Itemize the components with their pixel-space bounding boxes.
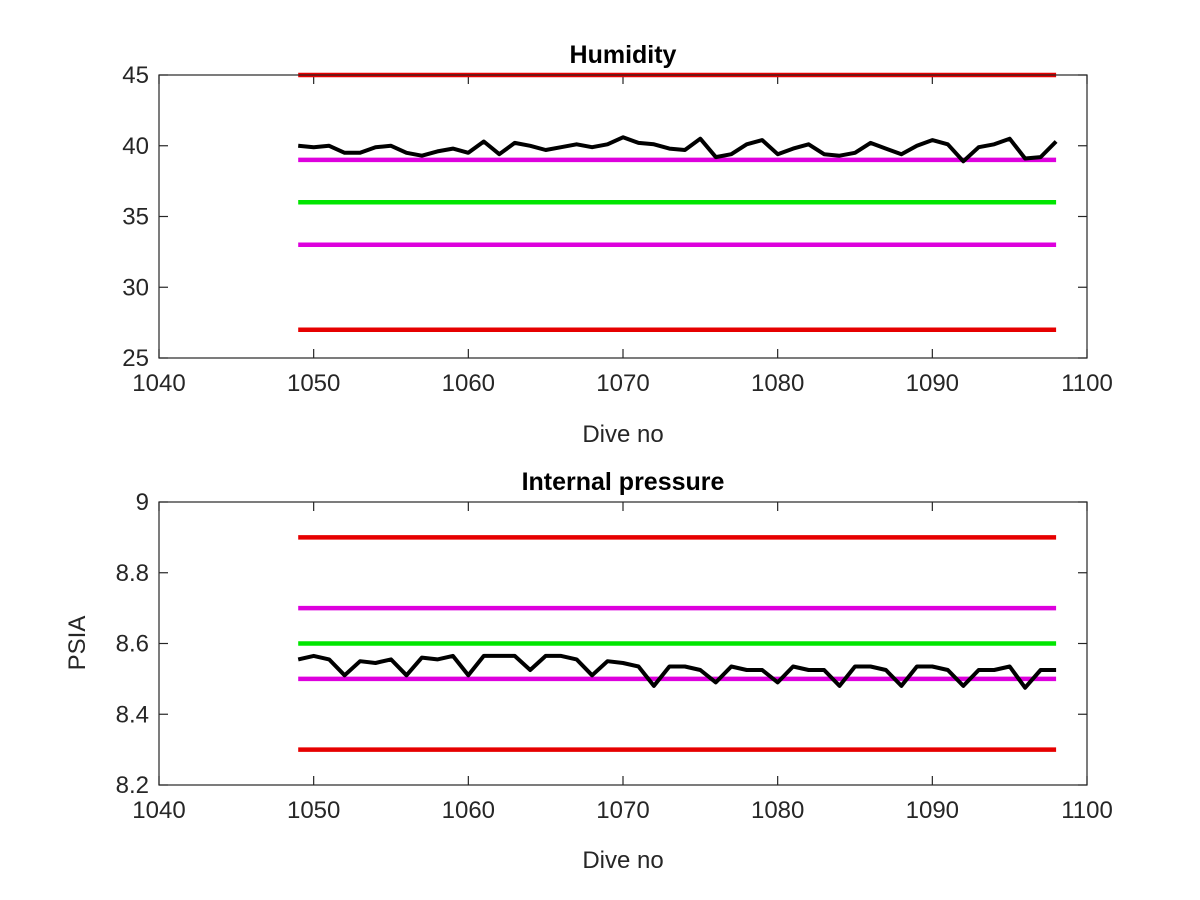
humidity-x-tick-label: 1040 (132, 370, 185, 397)
humidity-ticks: 1040 1050 1060 1070 1080 1090 1100 25 30 35 40 45 (122, 62, 1113, 397)
humidity-y-tick-label: 40 (122, 133, 149, 160)
internal-pressure-x-axis-label: Dive no (582, 847, 663, 874)
humidity-chart-title: Humidity (570, 41, 677, 69)
internal-pressure-x-tick-label: 1100 (1061, 797, 1113, 824)
humidity-x-tick-label: 1080 (751, 370, 804, 397)
internal-pressure-x-tick-label: 1050 (287, 797, 340, 824)
humidity-chart: Humidity Dive no 1040 1050 1060 1070 1080 109… (122, 41, 1113, 448)
internal-pressure-x-tick-label: 1090 (906, 797, 959, 824)
humidity-x-axis-label: Dive no (582, 421, 663, 448)
humidity-axes-box (158, 74, 1088, 359)
internal-pressure-y-tick-label: 8.2 (116, 772, 149, 799)
internal-pressure-x-tick-label: 1040 (132, 797, 185, 824)
internal-pressure-y-tick-label: 8.8 (116, 560, 149, 587)
humidity-y-tick-label: 30 (122, 274, 149, 301)
humidity-x-tick-label: 1070 (596, 370, 649, 397)
humidity-y-tick-label: 35 (122, 204, 149, 231)
internal-pressure-chart: Internal pressure Dive no PSIA 1040 1050 1… (64, 468, 1113, 874)
humidity-y-tick-label: 45 (122, 62, 149, 89)
internal-pressure-x-tick-label: 1070 (596, 797, 649, 824)
humidity-x-tick-label: 1060 (442, 370, 495, 397)
internal-pressure-chart-title: Internal pressure (522, 468, 725, 496)
internal-pressure-y-tick-label: 8.4 (116, 701, 149, 728)
internal-pressure-axes-box (158, 501, 1088, 786)
internal-pressure-y-tick-label: 9 (136, 489, 149, 516)
humidity-plot-area (159, 75, 1087, 358)
internal-pressure-series-layer (297, 535, 1057, 752)
internal-pressure-x-tick-label: 1080 (751, 797, 804, 824)
internal-pressure-ticks: 1040 1050 1060 1070 1080 1090 1100 8.2 8.4 8.6 8.8… (116, 489, 1113, 824)
humidity-y-tick-label: 25 (122, 345, 149, 372)
internal-pressure-y-axis-label: PSIA (64, 616, 91, 671)
internal-pressure-measured-line (297, 653, 1057, 690)
humidity-measured-line (298, 135, 1058, 164)
internal-pressure-x-tick-label: 1060 (442, 797, 495, 824)
humidity-x-tick-label: 1090 (906, 370, 959, 397)
humidity-x-tick-label: 1050 (287, 370, 340, 397)
internal-pressure-y-tick-label: 8.6 (116, 631, 149, 658)
humidity-x-tick-label: 1100 (1061, 370, 1113, 397)
